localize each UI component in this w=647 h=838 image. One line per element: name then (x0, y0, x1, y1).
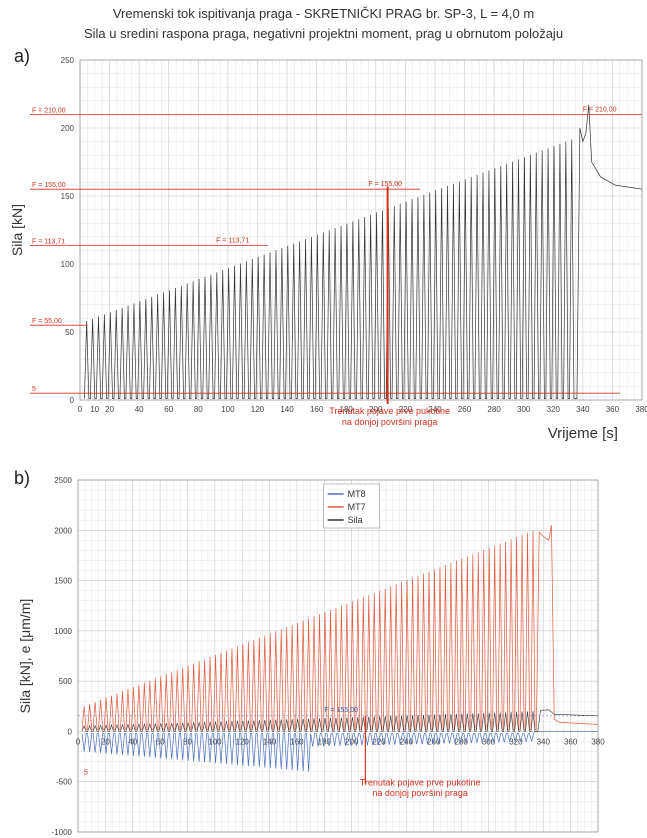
x-tick-label: 360 (606, 405, 620, 414)
x-tick-label: 10 (90, 405, 99, 414)
left-note-label: 5 (84, 770, 88, 777)
x-tick-label: 40 (128, 737, 137, 746)
x-tick-label: 60 (164, 405, 173, 414)
y-tick-label: 250 (61, 56, 75, 65)
x-tick-label: 60 (156, 737, 165, 746)
crack-label-line1: Trenutak pojave prve pukotine (329, 406, 450, 416)
x-tick-label: 160 (290, 737, 304, 746)
panel-a-label: a) (14, 46, 31, 66)
reference-label-mid: F = 113,71 (216, 237, 249, 244)
chart-panel-b: -1000 -500 0 500 1000 1500 2000 2500 0 20 40 60 80 10… (17, 476, 605, 837)
x-tick-label: 360 (564, 737, 578, 746)
x-axis-label: Vrijeme [s] (548, 425, 618, 442)
x-tick-label: 260 (458, 405, 472, 414)
x-tick-label: 300 (482, 737, 496, 746)
y-tick-label: 0 (68, 727, 73, 736)
reference-label-right: F = 210,00 (583, 106, 617, 113)
x-tick-label: 100 (221, 405, 235, 414)
x-tick-label: 220 (372, 737, 386, 746)
reference-label-left: F = 155,00 (32, 182, 66, 189)
y-tick-label: 50 (65, 328, 74, 337)
y-axis-label: Sila [kN] (9, 204, 25, 256)
x-tick-label: 380 (635, 405, 647, 414)
x-tick-label: 200 (369, 405, 383, 414)
x-tick-label: 240 (428, 405, 442, 414)
x-tick-label: 120 (251, 405, 265, 414)
chart-title: Vremenski tok ispitivanja praga - SKRETN… (112, 6, 535, 21)
force-series-line (81, 709, 599, 732)
chart-panel-a: 0 50 100 150 200 250 0 10 20 40 60 80 100 120 140 160 18… (9, 56, 647, 442)
reference-label-mid: F = 155,00 (324, 707, 358, 714)
x-tick-label: 160 (310, 405, 324, 414)
x-tick-label: 140 (280, 405, 294, 414)
x-tick-label: 0 (78, 405, 83, 414)
y-tick-label: -500 (56, 778, 73, 787)
legend-entry-label: MT8 (348, 489, 366, 499)
x-tick-label: 20 (105, 405, 114, 414)
y-tick-label: 1000 (54, 627, 72, 636)
plot-frame (79, 59, 643, 401)
crack-label-line2: na donjoj površini praga (372, 788, 468, 798)
legend: MT8 MT7 Sila (323, 483, 380, 529)
crack-label-line2: na donjoj površini praga (342, 417, 438, 427)
x-tick-label: 80 (183, 737, 192, 746)
x-tick-label: 20 (101, 737, 110, 746)
y-tick-label: 100 (61, 260, 75, 269)
reference-label-left: 5 (32, 386, 36, 393)
y-tick-label: 1500 (54, 577, 72, 586)
x-tick-label: 340 (576, 405, 590, 414)
x-tick-label: 80 (194, 405, 203, 414)
x-tick-label: 40 (135, 405, 144, 414)
x-tick-label: 340 (537, 737, 551, 746)
reference-label-left: F = 55,00 (32, 318, 62, 325)
mt8-series-line (81, 731, 598, 772)
y-tick-label: 500 (59, 677, 73, 686)
reference-label-mid: F = 155,00 (368, 181, 402, 188)
x-tick-label: 220 (399, 405, 413, 414)
x-tick-label: 100 (208, 737, 222, 746)
x-tick-label: 300 (517, 405, 531, 414)
y-tick-label: 0 (70, 396, 75, 405)
x-tick-label: 280 (454, 737, 468, 746)
y-tick-label: 2500 (54, 476, 72, 485)
force-series-line (84, 104, 643, 399)
y-tick-label: 150 (61, 192, 75, 201)
x-tick-label: 140 (263, 737, 277, 746)
legend-entry-label: Sila (348, 515, 363, 525)
x-tick-label: 120 (236, 737, 250, 746)
x-tick-label: 280 (487, 405, 501, 414)
panel-b-label: b) (14, 468, 31, 488)
y-tick-label: -1000 (52, 828, 73, 837)
x-tick-label: 180 (340, 405, 354, 414)
y-tick-label: 2000 (54, 526, 72, 535)
y-tick-label: 200 (61, 124, 75, 133)
chart-titles: Vremenski tok ispitivanja praga - SKRETN… (0, 4, 647, 44)
reference-label-left: F = 210,00 (32, 107, 66, 114)
x-tick-label: 320 (509, 737, 523, 746)
x-tick-label: 380 (591, 737, 605, 746)
plot-frame (77, 479, 599, 833)
mt7-series-line (81, 525, 599, 730)
x-tick-label: 260 (427, 737, 441, 746)
legend-entry-label: MT7 (348, 502, 366, 512)
x-tick-label: 240 (400, 737, 414, 746)
chart-subtitle: Sila u sredini raspona praga, negativni … (83, 26, 564, 41)
crack-label-line1: Trenutak pojave prve pukotine (360, 778, 481, 788)
reference-label-left: F = 113,71 (32, 238, 65, 245)
y-axis-label: Sila [kN], e [μm/m] (17, 599, 33, 714)
x-tick-label: 320 (547, 405, 561, 414)
x-tick-label: 0 (76, 737, 81, 746)
